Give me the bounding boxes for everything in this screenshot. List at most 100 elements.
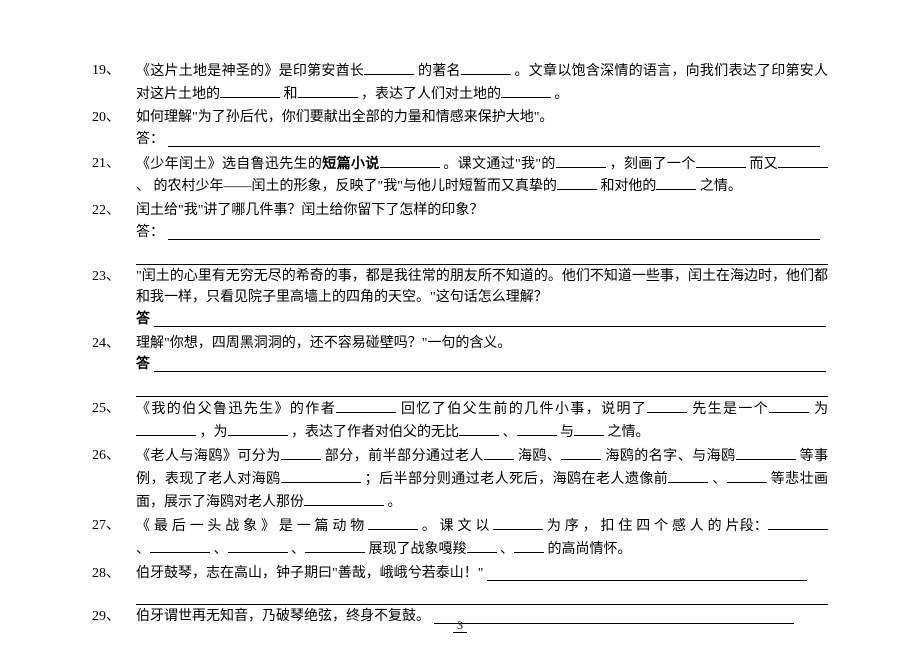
text: 与 — [560, 425, 574, 440]
q20: 20、 如何理解"为了孙后代，你们要献出全部的力量和情感来保护大地"。 答： — [92, 107, 828, 150]
worksheet-page: 19、 《这片土地是神圣的》是印第安酋长 的著名 。文章以饱含深情的语言，向我们… — [0, 0, 920, 650]
text: 。 — [388, 495, 402, 510]
text: 《少年闰土》选自鲁迅先生的 — [136, 157, 322, 172]
q-number: 26、 — [92, 445, 136, 513]
answer-label: 答 — [136, 357, 150, 372]
q-number: 22、 — [92, 200, 136, 243]
answer-line — [136, 586, 828, 605]
text: 先生是一个 — [692, 402, 769, 417]
blank — [298, 83, 358, 98]
blank — [778, 153, 828, 168]
q-content: "闰土的心里有无穷无尽的希奇的事，都是我往常的朋友所不知道的。他们不知道一些事，… — [136, 266, 828, 331]
text: 《这片土地是神圣的》是印第安酋长 — [136, 64, 364, 79]
text: "闰土的心里有无穷无尽的希奇的事，都是我往常的朋友所不知道的。他们不知道一些事，… — [136, 269, 828, 306]
blank — [136, 421, 196, 436]
blank — [281, 445, 321, 460]
blank — [668, 468, 708, 483]
text: ，表达了人们对土地的 — [361, 87, 501, 102]
blank — [467, 538, 497, 553]
blank — [461, 60, 511, 75]
text: 闰土给"我"讲了哪几件事？闰土给你留下了怎样的印象？ — [136, 203, 483, 218]
answer-line-row — [136, 246, 828, 265]
page-number: 3 — [0, 618, 920, 633]
q-number: 23、 — [92, 266, 136, 331]
text: 。 课 文 以 — [422, 519, 493, 534]
text: 。 — [555, 87, 569, 102]
blank — [220, 83, 280, 98]
answer-label: 答 — [136, 312, 150, 327]
q24: 24、 理解"你想，四周黑洞洞的，还不容易碰壁吗？"一句的含义。 答 — [92, 333, 828, 376]
answer-line — [136, 378, 828, 397]
text: 为 — [814, 402, 828, 417]
blank — [281, 468, 361, 483]
q-content: 《少年闰土》选自鲁迅先生的短篇小说 。课文通过"我"的 ，刻画了一个 而又、 的… — [136, 153, 828, 198]
text: 展现了战象嘎羧 — [369, 542, 467, 557]
text: 、 — [503, 425, 517, 440]
answer-line — [168, 132, 820, 147]
text: 、 — [136, 542, 150, 557]
blank — [727, 468, 767, 483]
blank — [556, 153, 606, 168]
q-content: 理解"你想，四周黑洞洞的，还不容易碰壁吗？"一句的含义。 答 — [136, 333, 828, 376]
q-content: 《这片土地是神圣的》是印第安酋长 的著名 。文章以饱含深情的语言，向我们表达了印… — [136, 60, 828, 105]
blank — [150, 538, 210, 553]
answer-line — [154, 357, 826, 372]
text: 《我的伯父鲁迅先生》的作者 — [136, 402, 336, 417]
blank — [228, 421, 288, 436]
text: 的农村少年——闰土的形象，反映了"我"与他儿时短暂而又真挚的 — [154, 179, 557, 194]
blank — [484, 445, 514, 460]
q21: 21、 《少年闰土》选自鲁迅先生的短篇小说 。课文通过"我"的 ，刻画了一个 而… — [92, 153, 828, 198]
answer-label: 答： — [136, 132, 164, 147]
q-number: 24、 — [92, 333, 136, 376]
blank — [574, 421, 604, 436]
q-number: 20、 — [92, 107, 136, 150]
blank — [736, 445, 796, 460]
q-content: 《我的伯父鲁迅先生》的作者 回忆了伯父生前的几件小事，说明了 先生是一个 为 ，… — [136, 398, 828, 443]
blank — [768, 515, 828, 530]
q23: 23、 "闰土的心里有无穷无尽的希奇的事，都是我往常的朋友所不知道的。他们不知道… — [92, 266, 828, 331]
answer-line-row — [136, 378, 828, 397]
blank — [459, 421, 499, 436]
q-number: 19、 — [92, 60, 136, 105]
q-number: 27、 — [92, 515, 136, 560]
text: 和对他的 — [600, 179, 656, 194]
page-number-text: 3 — [453, 618, 467, 633]
text: 之情。 — [608, 425, 650, 440]
text: 、 — [712, 472, 726, 487]
text: 而又 — [749, 157, 778, 172]
blank — [656, 175, 696, 190]
blank — [493, 515, 543, 530]
blank — [364, 60, 414, 75]
blank — [514, 538, 544, 553]
q-content: 伯牙鼓琴，志在高山，钟子期曰"善哉，峨峨兮若泰山！" — [136, 563, 828, 585]
q-content: 《老人与海鸥》可分为 部分，前半部分通过老人 海鸥、 海鸥的名字、与海鸥 等事例… — [136, 445, 828, 513]
blank — [368, 515, 418, 530]
answer-line — [136, 246, 828, 265]
q-content: 闰土给"我"讲了哪几件事？闰土给你留下了怎样的印象？ 答： — [136, 200, 828, 243]
blank — [380, 153, 440, 168]
text: 如何理解"为了孙后代，你们要献出全部的力量和情感来保护大地"。 — [136, 110, 553, 125]
text: 。课文通过"我"的 — [443, 157, 555, 172]
text: 、 — [291, 542, 305, 557]
q19: 19、 《这片土地是神圣的》是印第安酋长 的著名 。文章以饱含深情的语言，向我们… — [92, 60, 828, 105]
text: ，刻画了一个 — [610, 157, 696, 172]
blank — [557, 175, 597, 190]
q28: 28、 伯牙鼓琴，志在高山，钟子期曰"善哉，峨峨兮若泰山！" — [92, 563, 828, 585]
text: ，表达了作者对伯父的无比 — [291, 425, 459, 440]
blank — [561, 445, 601, 460]
answer-label: 答： — [136, 225, 164, 240]
text: 《 最 后 一 头 战 象 》 是 一 篇 动 物 — [136, 519, 368, 534]
text: 《老人与海鸥》可分为 — [136, 449, 281, 464]
blank — [305, 538, 365, 553]
text: ，为 — [200, 425, 228, 440]
text: 理解"你想，四周黑洞洞的，还不容易碰壁吗？"一句的含义。 — [136, 336, 511, 351]
q-content: 如何理解"为了孙后代，你们要献出全部的力量和情感来保护大地"。 答： — [136, 107, 828, 150]
text: 之情。 — [700, 179, 742, 194]
text: 的著名 — [418, 64, 461, 79]
blank — [304, 491, 384, 506]
blank — [517, 421, 557, 436]
answer-line — [487, 566, 807, 581]
text: 、 — [500, 542, 514, 557]
text: 海鸥的名字、与海鸥 — [605, 449, 735, 464]
answer-line — [168, 225, 820, 240]
